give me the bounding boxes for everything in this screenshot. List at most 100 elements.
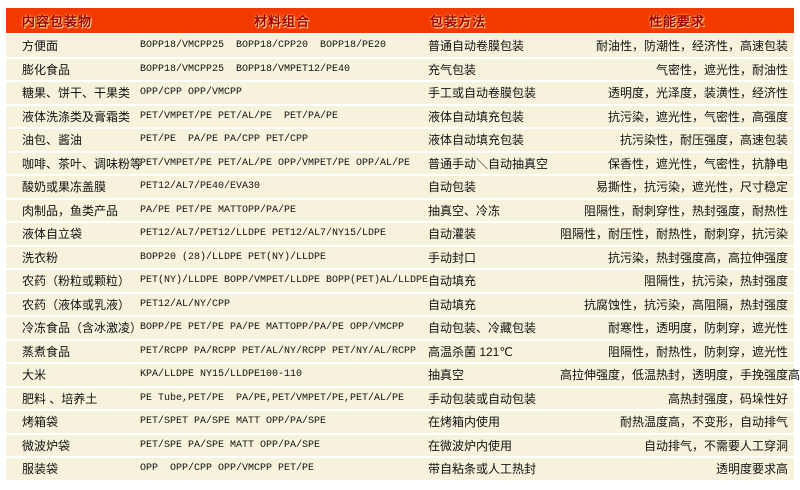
cell-method: 普通自动卷膜包装: [428, 39, 525, 54]
table-row: 肉制品，鱼类产品 PA/PE PET/PE MATTOPP/PA/PE 抽真空、冷冻…: [6, 199, 794, 223]
cell-materials: PET12/AL/NY/CPP: [140, 298, 231, 310]
table-row: 膨化食品 BOPP18/VMCPP25 BOPP18/VMPET12/PE40 充气…: [6, 58, 794, 82]
cell-contents: 酸奶或果冻盖膜: [22, 180, 107, 195]
cell-materials: PET12/AL7/PET12/LLDPE PET12/AL7/NY15/LDP…: [140, 228, 387, 240]
cell-contents: 农药（粉粒或颗粒）: [22, 274, 131, 289]
packaging-table: 内容包装物 材料组合 包装方法 性能要求 方便面 BOPP18/VMCPP25 B…: [6, 8, 800, 482]
cell-contents: 糖果、饼干、干果类: [22, 86, 131, 101]
table-row: 大米 KPA/LLDPE NY15/LLDPE100-110 抽真空 高拉伸强度，低温…: [6, 364, 800, 388]
cell-materials: PET(NY)/LLDPE BOPP/VMPET/LLDPE BOPP(PET)…: [140, 275, 429, 287]
cell-performance: 抗腐蚀性，抗污染，高阻隔，热封强度: [583, 297, 788, 312]
table-row: 冷冻食品（含冰激凌） BOPP/PE PET/PE PA/PE MATTOPP/P…: [6, 317, 794, 341]
cell-performance: 抗污染，遮光性，气密性，高强度: [607, 109, 788, 124]
column-header-materials: 材料组合: [253, 14, 310, 29]
cell-performance: 阻隔性，耐热性，防刺穿，遮光性: [607, 344, 788, 359]
cell-materials: BOPP18/VMCPP25 BOPP18/VMPET12/PE40: [140, 63, 351, 75]
column-header-contents: 内容包装物: [22, 14, 93, 29]
table-row: 糖果、饼干、干果类 OPP/CPP OPP/VMCPP 手工或自动卷膜包装 透明度，光…: [6, 82, 794, 106]
cell-method: 高温杀菌 121℃: [428, 344, 513, 359]
cell-performance: 阻隔性，耐刺穿性，热封强度，耐热性: [583, 203, 788, 218]
cell-contents: 大米: [22, 368, 47, 383]
cell-performance: 高热封强度，码垛性好: [667, 391, 788, 406]
cell-contents: 蒸煮食品: [22, 344, 71, 359]
table-row: 农药（粉粒或颗粒） PET(NY)/LLDPE BOPP/VMPET/LLDPE …: [6, 270, 794, 294]
table-row: 洗衣粉 BOPP20 (28)/LLDPE PET(NY)/LLDPE 手动封口 抗污…: [6, 246, 794, 270]
table-row: 酸奶或果冻盖膜 PET12/AL7/PE40/EVA30 自动包装 易撕性，抗污染，遮…: [6, 176, 794, 200]
cell-materials: BOPP20 (28)/LLDPE PET(NY)/LLDPE: [140, 251, 327, 263]
cell-performance: 阻隔性，抗污染，热封强度: [643, 274, 788, 289]
cell-materials: OPP/CPP OPP/VMCPP: [140, 87, 243, 99]
cell-materials: BOPP/PE PET/PE PA/PE MATTOPP/PA/PE OPP/V…: [140, 322, 405, 334]
cell-method: 抽真空、冷冻: [428, 203, 501, 218]
cell-performance: 透明度要求高: [715, 462, 788, 477]
table-row: 烤箱袋 PET/SPET PA/SPE MATT OPP/PA/SPE 在烤箱内使用…: [6, 411, 794, 435]
cell-method: 充气包装: [428, 62, 477, 77]
cell-performance: 自动排气，不需要人工穿洞: [643, 438, 788, 453]
cell-contents: 咖啡、茶叶、调味粉等: [22, 156, 143, 171]
cell-method: 自动填充: [428, 274, 477, 289]
cell-contents: 油包、酱油: [22, 133, 83, 148]
cell-contents: 肥料 、培养土: [22, 391, 98, 406]
cell-performance: 抗污染，热封强度高，高拉伸强度: [607, 250, 788, 265]
table-body: 方便面 BOPP18/VMCPP25 BOPP18/CPP20 BOPP18/PE…: [6, 35, 800, 482]
table-row: 液体自立袋 PET12/AL7/PET12/LLDPE PET12/AL7/NY1…: [6, 223, 794, 247]
column-header-performance: 性能要求: [648, 14, 705, 29]
cell-contents: 冷冻食品（含冰激凌）: [22, 321, 143, 336]
table-row: 液体洗涤类及膏霜类 PET/VMPET/PE PET/AL/PE PET/PA/P…: [6, 105, 794, 129]
cell-contents: 服装袋: [22, 462, 59, 477]
cell-method: 自动包装、冷藏包装: [428, 321, 537, 336]
cell-method: 手工或自动卷膜包装: [428, 86, 537, 101]
table-row: 微波炉袋 PET/SPE PA/SPE MATT OPP/PA/SPE 在微波炉内使…: [6, 434, 794, 458]
table-row: 咖啡、茶叶、调味粉等 PET/VMPET/PE PET/AL/PE OPP/VMP…: [6, 152, 794, 176]
cell-performance: 透明度，光泽度，装潢性，经济性: [607, 86, 788, 101]
table-row: 肥料 、培养土 PE Tube,PET/PE PA/PE,PET/VMPET/PE…: [6, 387, 794, 411]
cell-method: 自动包装: [428, 180, 477, 195]
cell-contents: 微波炉袋: [22, 438, 71, 453]
cell-performance: 耐寒性，透明度，防刺穿，遮光性: [607, 321, 788, 336]
cell-materials: PET/VMPET/PE PET/AL/PE PET/PA/PE: [140, 110, 339, 122]
cell-performance: 高拉伸强度，低温热封，透明度，手挽强度高: [560, 368, 800, 383]
cell-materials: OPP OPP/CPP OPP/VMCPP PET/PE: [140, 463, 315, 475]
cell-contents: 液体洗涤类及膏霜类: [22, 109, 131, 124]
table-row: 服装袋 OPP OPP/CPP OPP/VMCPP PET/PE 带自粘条或人工热封…: [6, 458, 794, 482]
cell-materials: PET/RCPP PA/RCPP PET/AL/NY/RCPP PET/NY/A…: [140, 345, 417, 357]
cell-contents: 膨化食品: [22, 62, 71, 77]
cell-contents: 烤箱袋: [22, 415, 59, 430]
cell-method: 自动灌装: [428, 227, 477, 242]
cell-materials: PE Tube,PET/PE PA/PE,PET/VMPET/PE,PET/AL…: [140, 392, 405, 404]
cell-method: 普通手动＼自动抽真空: [428, 156, 549, 171]
cell-materials: BOPP18/VMCPP25 BOPP18/CPP20 BOPP18/PE20: [140, 40, 387, 52]
cell-materials: PET/SPET PA/SPE MATT OPP/PA/SPE: [140, 416, 327, 428]
cell-performance: 抗污染性，耐压强度，高速包装: [619, 133, 788, 148]
cell-contents: 洗衣粉: [22, 250, 59, 265]
table-header-row: 内容包装物 材料组合 包装方法 性能要求: [6, 8, 794, 33]
cell-contents: 液体自立袋: [22, 227, 83, 242]
cell-performance: 阻隔性，耐压性，耐热性，耐刺穿，抗污染: [560, 227, 789, 242]
cell-contents: 农药（液体或乳液）: [22, 297, 131, 312]
cell-contents: 方便面: [22, 39, 59, 54]
cell-materials: PET/SPE PA/SPE MATT OPP/PA/SPE: [140, 439, 321, 451]
table-row: 方便面 BOPP18/VMCPP25 BOPP18/CPP20 BOPP18/PE…: [6, 35, 794, 59]
cell-performance: 耐热温度高，不变形，自动排气: [619, 415, 788, 430]
cell-method: 在微波炉内使用: [428, 438, 513, 453]
cell-performance: 耐油性，防潮性，经济性，高速包装: [595, 39, 788, 54]
table-row: 农药（液体或乳液） PET12/AL/NY/CPP 自动填充 抗腐蚀性，抗污染，高阻隔…: [6, 293, 794, 317]
cell-method: 液体自动填充包装: [428, 133, 525, 148]
table-row: 油包、酱油 PET/PE PA/PE PA/CPP PET/CPP 液体自动填充包装…: [6, 129, 794, 153]
cell-materials: KPA/LLDPE NY15/LLDPE100-110: [140, 369, 303, 381]
cell-method: 液体自动填充包装: [428, 109, 525, 124]
cell-method: 在烤箱内使用: [428, 415, 501, 430]
cell-performance: 气密性，遮光性，耐油性: [655, 62, 788, 77]
cell-method: 自动填充: [428, 297, 477, 312]
table-row: 蒸煮食品 PET/RCPP PA/RCPP PET/AL/NY/RCPP PET/…: [6, 340, 794, 364]
column-header-method: 包装方法: [430, 14, 487, 29]
cell-materials: PET/VMPET/PE PET/AL/PE OPP/VMPET/PE OPP/…: [140, 157, 411, 169]
cell-materials: PET/PE PA/PE PA/CPP PET/CPP: [140, 134, 309, 146]
cell-materials: PA/PE PET/PE MATTOPP/PA/PE: [140, 204, 297, 216]
cell-performance: 保香性，遮光性，气密性，抗静电: [607, 156, 788, 171]
cell-method: 手动包装或自动包装: [428, 391, 537, 406]
cell-method: 手动封口: [428, 250, 477, 265]
cell-performance: 易撕性，抗污染，遮光性，尺寸稳定: [595, 180, 788, 195]
cell-materials: PET12/AL7/PE40/EVA30: [140, 181, 261, 193]
cell-contents: 肉制品，鱼类产品: [22, 203, 119, 218]
